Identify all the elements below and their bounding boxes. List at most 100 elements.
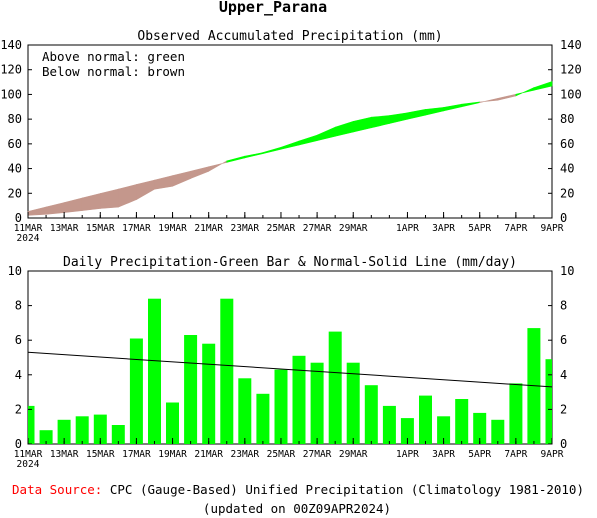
daily-bar <box>57 419 71 444</box>
top-annotation-above: Above normal: green <box>42 49 185 64</box>
x-tick-label: 13MAR <box>50 449 79 460</box>
accumulation-band-segment <box>334 120 354 137</box>
y-tick-label-left: 40 <box>8 162 22 176</box>
accumulation-band-segment <box>389 112 408 124</box>
daily-bar <box>473 412 487 444</box>
top-annotation-below: Below normal: brown <box>42 64 185 79</box>
daily-bar <box>274 369 288 444</box>
y-tick-label-right: 10 <box>560 264 574 278</box>
accumulation-band-segment <box>262 146 282 154</box>
accumulated-precipitation-chart: Observed Accumulated Precipitation (mm) … <box>0 29 581 244</box>
accumulation-band-segment <box>27 206 47 216</box>
x-tick-label: 17MAR <box>122 223 151 234</box>
accumulation-band-segment <box>533 81 553 91</box>
accumulation-band-segment <box>497 93 517 101</box>
y-tick-label-left: 100 <box>0 87 22 101</box>
x-tick-label: 21MAR <box>194 449 223 460</box>
y-tick-label-left: 8 <box>15 299 22 313</box>
x-tick-label: 7APR <box>504 223 527 234</box>
daily-bar <box>509 383 523 444</box>
x-tick-label: 25MAR <box>267 449 296 460</box>
y-tick-label-right: 120 <box>560 63 582 77</box>
top-chart-title: Observed Accumulated Precipitation (mm) <box>137 29 442 44</box>
daily-bar <box>75 416 89 444</box>
daily-bar <box>148 298 161 444</box>
accumulation-band-segment <box>45 202 65 215</box>
accumulation-band-segment <box>515 87 535 97</box>
x-tick-label: 9APR <box>541 223 564 234</box>
x-tick-label: 11MAR <box>14 223 43 234</box>
accumulation-band-segment <box>316 126 336 141</box>
daily-bar <box>111 425 125 444</box>
daily-bar <box>491 419 505 444</box>
daily-bar <box>310 362 324 444</box>
y-tick-label-left: 60 <box>8 137 22 151</box>
daily-bar <box>419 395 432 444</box>
accumulation-band-segment <box>100 188 119 209</box>
y-tick-label-left: 120 <box>0 63 22 77</box>
accumulation-band-segment <box>154 175 173 190</box>
daily-bar <box>166 402 179 444</box>
y-tick-label-left: 2 <box>15 402 22 416</box>
accumulation-band-segment <box>479 98 499 103</box>
accumulation-band-segment <box>425 107 444 116</box>
x-tick-label: 27MAR <box>303 449 332 460</box>
x-tick-label: 19MAR <box>158 223 187 234</box>
page-title: Upper_Parana <box>219 0 327 16</box>
y-tick-label-right: 0 <box>560 437 567 451</box>
daily-bar <box>455 399 469 444</box>
daily-bar <box>437 416 451 444</box>
top-chart-frame <box>27 44 553 219</box>
y-tick-label-left: 0 <box>15 437 22 451</box>
x-tick-label: 17MAR <box>122 449 151 460</box>
daily-bar <box>256 393 270 444</box>
daily-precipitation-chart: Daily Precipitation-Green Bar & Normal-S… <box>8 255 575 470</box>
y-tick-label-left: 0 <box>15 211 22 225</box>
accumulation-band-segment <box>280 140 300 150</box>
y-tick-label-right: 40 <box>560 162 574 176</box>
x-tick-label: 1APR <box>396 223 419 234</box>
x-tick-label: 3APR <box>432 449 455 460</box>
y-tick-label-left: 6 <box>15 333 22 347</box>
daily-bar <box>28 405 35 444</box>
x-tick-label: 23MAR <box>231 449 260 460</box>
y-tick-label-right: 8 <box>560 299 567 313</box>
x-tick-label: 3APR <box>432 223 455 234</box>
accumulation-band-segment <box>118 184 137 208</box>
accumulation-band-segment <box>352 116 372 133</box>
bottom-chart-frame <box>27 270 553 445</box>
accumulation-band-segment <box>443 103 463 112</box>
accumulation-band-segment <box>190 166 209 179</box>
x-tick-label: 9APR <box>541 449 564 460</box>
x-tick-label: 11MAR <box>14 449 43 460</box>
source-label: Data Source: <box>12 482 102 497</box>
x-tick-label: 29MAR <box>339 223 368 234</box>
x-tick-label: 27MAR <box>303 223 332 234</box>
x-tick-label: 1APR <box>396 449 419 460</box>
y-tick-label-right: 2 <box>560 402 567 416</box>
daily-bar <box>545 359 552 444</box>
accumulation-band-segment <box>370 115 390 129</box>
y-tick-label-right: 100 <box>560 87 582 101</box>
y-tick-label-left: 4 <box>15 368 22 382</box>
x-tick-label: 15MAR <box>86 223 115 234</box>
daily-bar <box>382 405 396 444</box>
y-tick-label-left: 20 <box>8 186 22 200</box>
daily-bar <box>184 335 198 444</box>
accumulation-band-segment <box>244 152 264 159</box>
daily-bar <box>328 331 342 444</box>
accumulation-band-segment <box>226 155 246 163</box>
accumulation-band-segment <box>81 193 101 211</box>
x-tick-label: 29MAR <box>339 449 368 460</box>
daily-bar <box>292 355 306 444</box>
y-tick-label-right: 6 <box>560 333 567 347</box>
y-tick-label-right: 60 <box>560 137 574 151</box>
x-tick-label: 19MAR <box>158 449 187 460</box>
x-tick-label: 15MAR <box>86 449 115 460</box>
daily-bar <box>238 378 252 444</box>
y-tick-label-right: 140 <box>560 38 582 52</box>
y-tick-label-left: 140 <box>0 38 22 52</box>
x-tick-label: 5APR <box>468 449 491 460</box>
source-text: CPC (Gauge-Based) Unified Precipitation … <box>110 482 584 497</box>
daily-bar <box>129 338 143 444</box>
